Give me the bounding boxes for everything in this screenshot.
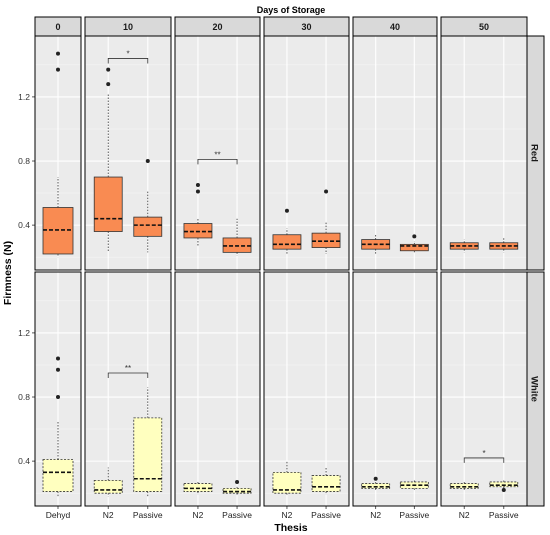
x-tick-label: N2: [459, 510, 470, 520]
facet-strip-label: 20: [212, 22, 222, 32]
chart-title: Days of Storage: [257, 5, 326, 15]
x-tick-label: Passive: [489, 510, 519, 520]
x-tick-label: Passive: [311, 510, 341, 520]
outlier-point: [56, 395, 60, 400]
row-strip-label: Red: [528, 144, 539, 162]
panel-border: [84, 271, 172, 507]
box-10-passive: [133, 216, 163, 237]
row-strip-label: White: [528, 376, 539, 402]
y-tick-label: 0.8: [18, 156, 30, 166]
outlier-point: [195, 183, 200, 188]
box-0-dehyd: [42, 459, 74, 492]
outlier-point: [284, 208, 289, 213]
x-tick-label: N2: [370, 510, 381, 520]
box-20-passive: [222, 487, 252, 494]
panel-border: [174, 271, 261, 507]
panel-border: [352, 35, 438, 271]
y-tick-label: 0.4: [18, 220, 30, 230]
panel-border: [263, 271, 350, 507]
significance-label: *: [482, 449, 485, 458]
panel-background: [353, 272, 437, 506]
panel-border: [34, 35, 82, 271]
box-20-passive: [222, 237, 252, 253]
box-20-n2: [183, 223, 213, 239]
panel-background: [264, 272, 349, 506]
panel-background: [441, 36, 527, 270]
y-tick-label: 0.4: [18, 456, 30, 466]
box-40-passive: [399, 243, 429, 252]
box-30-n2: [272, 234, 302, 250]
x-tick-label: Dehyd: [46, 510, 71, 520]
outlier-point: [56, 51, 60, 56]
facet-strip-label: 0: [55, 22, 60, 32]
x-tick-label: N2: [282, 510, 293, 520]
y-tick-label: 0.8: [18, 392, 30, 402]
outlier-point: [106, 67, 111, 72]
x-tick-label: Passive: [133, 510, 163, 520]
box-0-dehyd: [42, 207, 74, 255]
x-tick-label: Passive: [399, 510, 429, 520]
outlier-point: [56, 367, 60, 372]
box-30-n2: [272, 471, 302, 494]
x-tick-label: N2: [103, 510, 114, 520]
x-tick-label: Passive: [222, 510, 252, 520]
significance-label: *: [126, 49, 129, 58]
box-20-n2: [183, 483, 213, 492]
panel-border: [174, 35, 261, 271]
panel-border: [84, 35, 172, 271]
box-10-passive: [133, 417, 163, 492]
panel-background: [264, 36, 349, 270]
box-10-n2: [93, 479, 123, 494]
x-tick-label: N2: [193, 510, 204, 520]
outlier-point: [56, 356, 60, 361]
panel-border: [440, 271, 528, 507]
facet-strip-label: 10: [123, 22, 133, 32]
outlier-point: [145, 159, 150, 164]
y-tick-label: 1.2: [18, 328, 30, 338]
outlier-point: [56, 67, 60, 72]
outlier-point: [106, 82, 111, 87]
outlier-point: [235, 479, 240, 484]
facet-panels: 0 10 20 30 40 50RedWhite0.40.81.20.40.81.2***…: [18, 16, 545, 520]
panel-background: [175, 272, 260, 506]
panel-border: [34, 271, 82, 507]
box-50-n2: [449, 483, 479, 489]
outlier-point: [373, 476, 378, 481]
box-40-n2: [361, 483, 391, 489]
panel-border: [263, 35, 350, 271]
significance-bracket: [107, 372, 149, 378]
outlier-point: [412, 234, 417, 239]
significance-label: **: [214, 150, 220, 159]
facet-strip-label: 50: [479, 22, 489, 32]
outlier-point: [195, 189, 200, 194]
box-30-passive: [311, 232, 341, 248]
facet-strip-label: 30: [301, 22, 311, 32]
x-axis-title: Thesis: [274, 522, 307, 534]
outlier-point: [501, 487, 506, 492]
significance-label: **: [125, 364, 131, 373]
panel-background: [353, 36, 437, 270]
significance-bracket: [107, 58, 149, 64]
significance-bracket: [197, 159, 238, 165]
box-10-n2: [93, 176, 123, 232]
box-50-passive: [489, 481, 519, 488]
outlier-point: [324, 189, 329, 194]
panel-border: [440, 35, 528, 271]
significance-bracket: [463, 457, 505, 463]
panel-background: [441, 272, 527, 506]
panel-border: [352, 271, 438, 507]
y-axis-title: Firmness (N): [2, 241, 14, 305]
facet-strip-label: 40: [390, 22, 400, 32]
box-30-passive: [311, 475, 341, 492]
y-tick-label: 1.2: [18, 92, 30, 102]
